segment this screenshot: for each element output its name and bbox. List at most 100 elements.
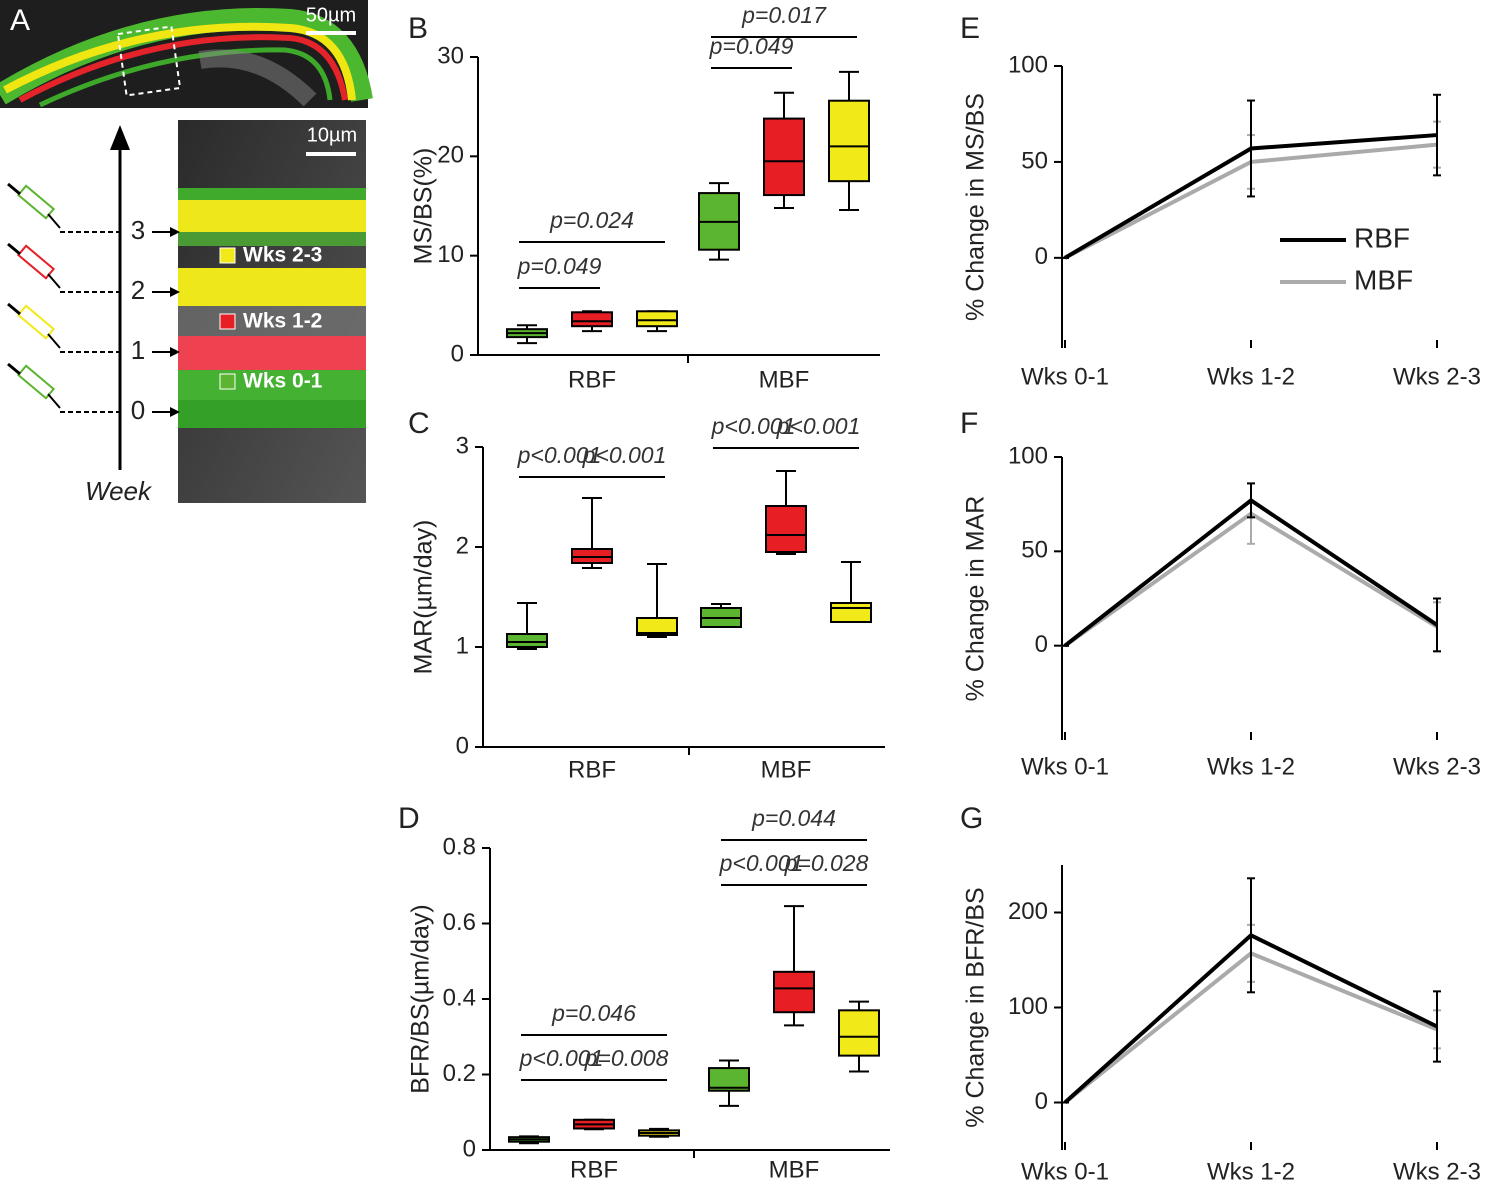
legend-label: Wks 2-3 <box>243 244 322 267</box>
week-tick-label: 0 <box>131 395 145 425</box>
box <box>506 633 548 648</box>
p-value: p<0.001 <box>711 413 796 439</box>
x-tick-label: Wks 0-1 <box>1021 363 1109 390</box>
legend-label: Wks 1-2 <box>243 310 322 333</box>
syringe-needle <box>47 213 61 229</box>
p-value: p<0.001 <box>519 1045 604 1071</box>
box <box>571 311 613 328</box>
legend-swatch <box>219 373 236 390</box>
panel-label: D <box>398 802 420 835</box>
panel-label: C <box>408 407 430 440</box>
p-value: p=0.024 <box>549 207 634 233</box>
p-value: p<0.001 <box>582 442 667 468</box>
y-axis-label: MS/BS(%) <box>410 148 438 265</box>
panel-label: A <box>10 4 30 37</box>
x-tick-label: Wks 2-3 <box>1393 753 1481 780</box>
panel-label: F <box>960 407 978 440</box>
y-tick-label: 50 <box>1021 147 1048 174</box>
panel-label: E <box>960 12 980 45</box>
syringe <box>16 304 56 340</box>
x-tick-label: Wks 1-2 <box>1207 753 1295 780</box>
syringe-plunger <box>7 302 21 316</box>
syringe <box>16 184 56 220</box>
p-value: p=0.049 <box>517 253 602 279</box>
y-tick-label: 10 <box>437 241 464 268</box>
arrow-head <box>170 347 180 357</box>
y-tick-label: 0.6 <box>443 909 476 936</box>
y-axis-label: MAR(µm/day) <box>410 520 438 675</box>
syringe-needle <box>47 273 61 289</box>
box <box>773 970 815 1014</box>
box <box>636 310 678 328</box>
p-value: p=0.017 <box>741 2 827 28</box>
arrow-head <box>170 407 180 417</box>
syringe <box>16 364 56 400</box>
box <box>838 1009 880 1057</box>
legend-swatch <box>219 247 236 264</box>
p-value: p=0.008 <box>584 1045 669 1071</box>
panel-label: G <box>960 802 983 835</box>
scale-label: 10µm <box>307 124 357 146</box>
legend-label: RBF <box>1354 222 1410 253</box>
box <box>708 1067 750 1092</box>
x-tick-label: Wks 1-2 <box>1207 1158 1295 1185</box>
y-tick-label: 100 <box>1008 51 1048 78</box>
y-tick-label: 100 <box>1008 442 1048 469</box>
axis-label: Week <box>85 476 153 506</box>
week-tick-label: 1 <box>131 335 145 365</box>
y-tick-label: 0.2 <box>443 1060 476 1087</box>
box <box>765 505 807 553</box>
p-value: p=0.046 <box>551 1000 636 1026</box>
p-value: p<0.001 <box>776 413 861 439</box>
y-tick-label: 1 <box>456 632 469 659</box>
legend-label: MBF <box>1354 264 1413 295</box>
x-tick-label: MBF <box>769 1156 820 1183</box>
y-tick-label: 0 <box>463 1135 476 1162</box>
x-tick-label: RBF <box>568 366 616 393</box>
zoom-image <box>178 120 366 503</box>
y-tick-label: 3 <box>456 432 469 459</box>
y-tick-label: 0.8 <box>443 833 476 860</box>
y-tick-label: 0 <box>1035 243 1048 270</box>
p-value: p<0.001 <box>517 442 602 468</box>
scale-label: 50µm <box>306 4 356 26</box>
x-tick-label: MBF <box>759 366 810 393</box>
x-tick-label: Wks 1-2 <box>1207 363 1295 390</box>
y-tick-label: 20 <box>437 142 464 169</box>
y-tick-label: 30 <box>437 42 464 69</box>
box <box>828 99 870 183</box>
axis-arrow <box>110 125 130 150</box>
syringe-plunger <box>7 242 21 256</box>
x-tick-label: Wks 2-3 <box>1393 363 1481 390</box>
week-tick-label: 3 <box>131 215 145 245</box>
legend-label: Wks 0-1 <box>243 370 323 393</box>
y-axis-label: BFR/BS(µm/day) <box>407 904 435 1093</box>
x-tick-label: RBF <box>570 1156 618 1183</box>
y-tick-label: 0 <box>1035 1088 1048 1115</box>
y-tick-label: 100 <box>1008 993 1048 1020</box>
p-value: p<0.001 <box>719 850 804 876</box>
week-tick-label: 2 <box>131 275 145 305</box>
syringe-plunger <box>7 182 21 196</box>
syringe-needle <box>47 333 61 349</box>
x-tick-label: Wks 2-3 <box>1393 1158 1481 1185</box>
x-tick-label: Wks 0-1 <box>1021 1158 1109 1185</box>
y-axis-label: % Change in MS/BS <box>962 93 990 321</box>
box <box>636 617 678 636</box>
y-tick-label: 0 <box>1035 631 1048 658</box>
y-tick-label: 2 <box>456 532 469 559</box>
y-tick-label: 200 <box>1008 898 1048 925</box>
y-tick-label: 0.4 <box>443 984 476 1011</box>
panel-label: B <box>408 12 428 45</box>
box <box>763 117 805 197</box>
p-value: p=0.028 <box>784 850 869 876</box>
legend-swatch <box>219 313 236 330</box>
x-tick-label: MBF <box>761 756 812 783</box>
x-tick-label: Wks 0-1 <box>1021 753 1109 780</box>
y-tick-label: 0 <box>456 732 469 759</box>
box <box>830 602 872 623</box>
y-tick-label: 50 <box>1021 537 1048 564</box>
y-axis-label: % Change in MAR <box>962 496 990 702</box>
arrow-head <box>170 227 180 237</box>
